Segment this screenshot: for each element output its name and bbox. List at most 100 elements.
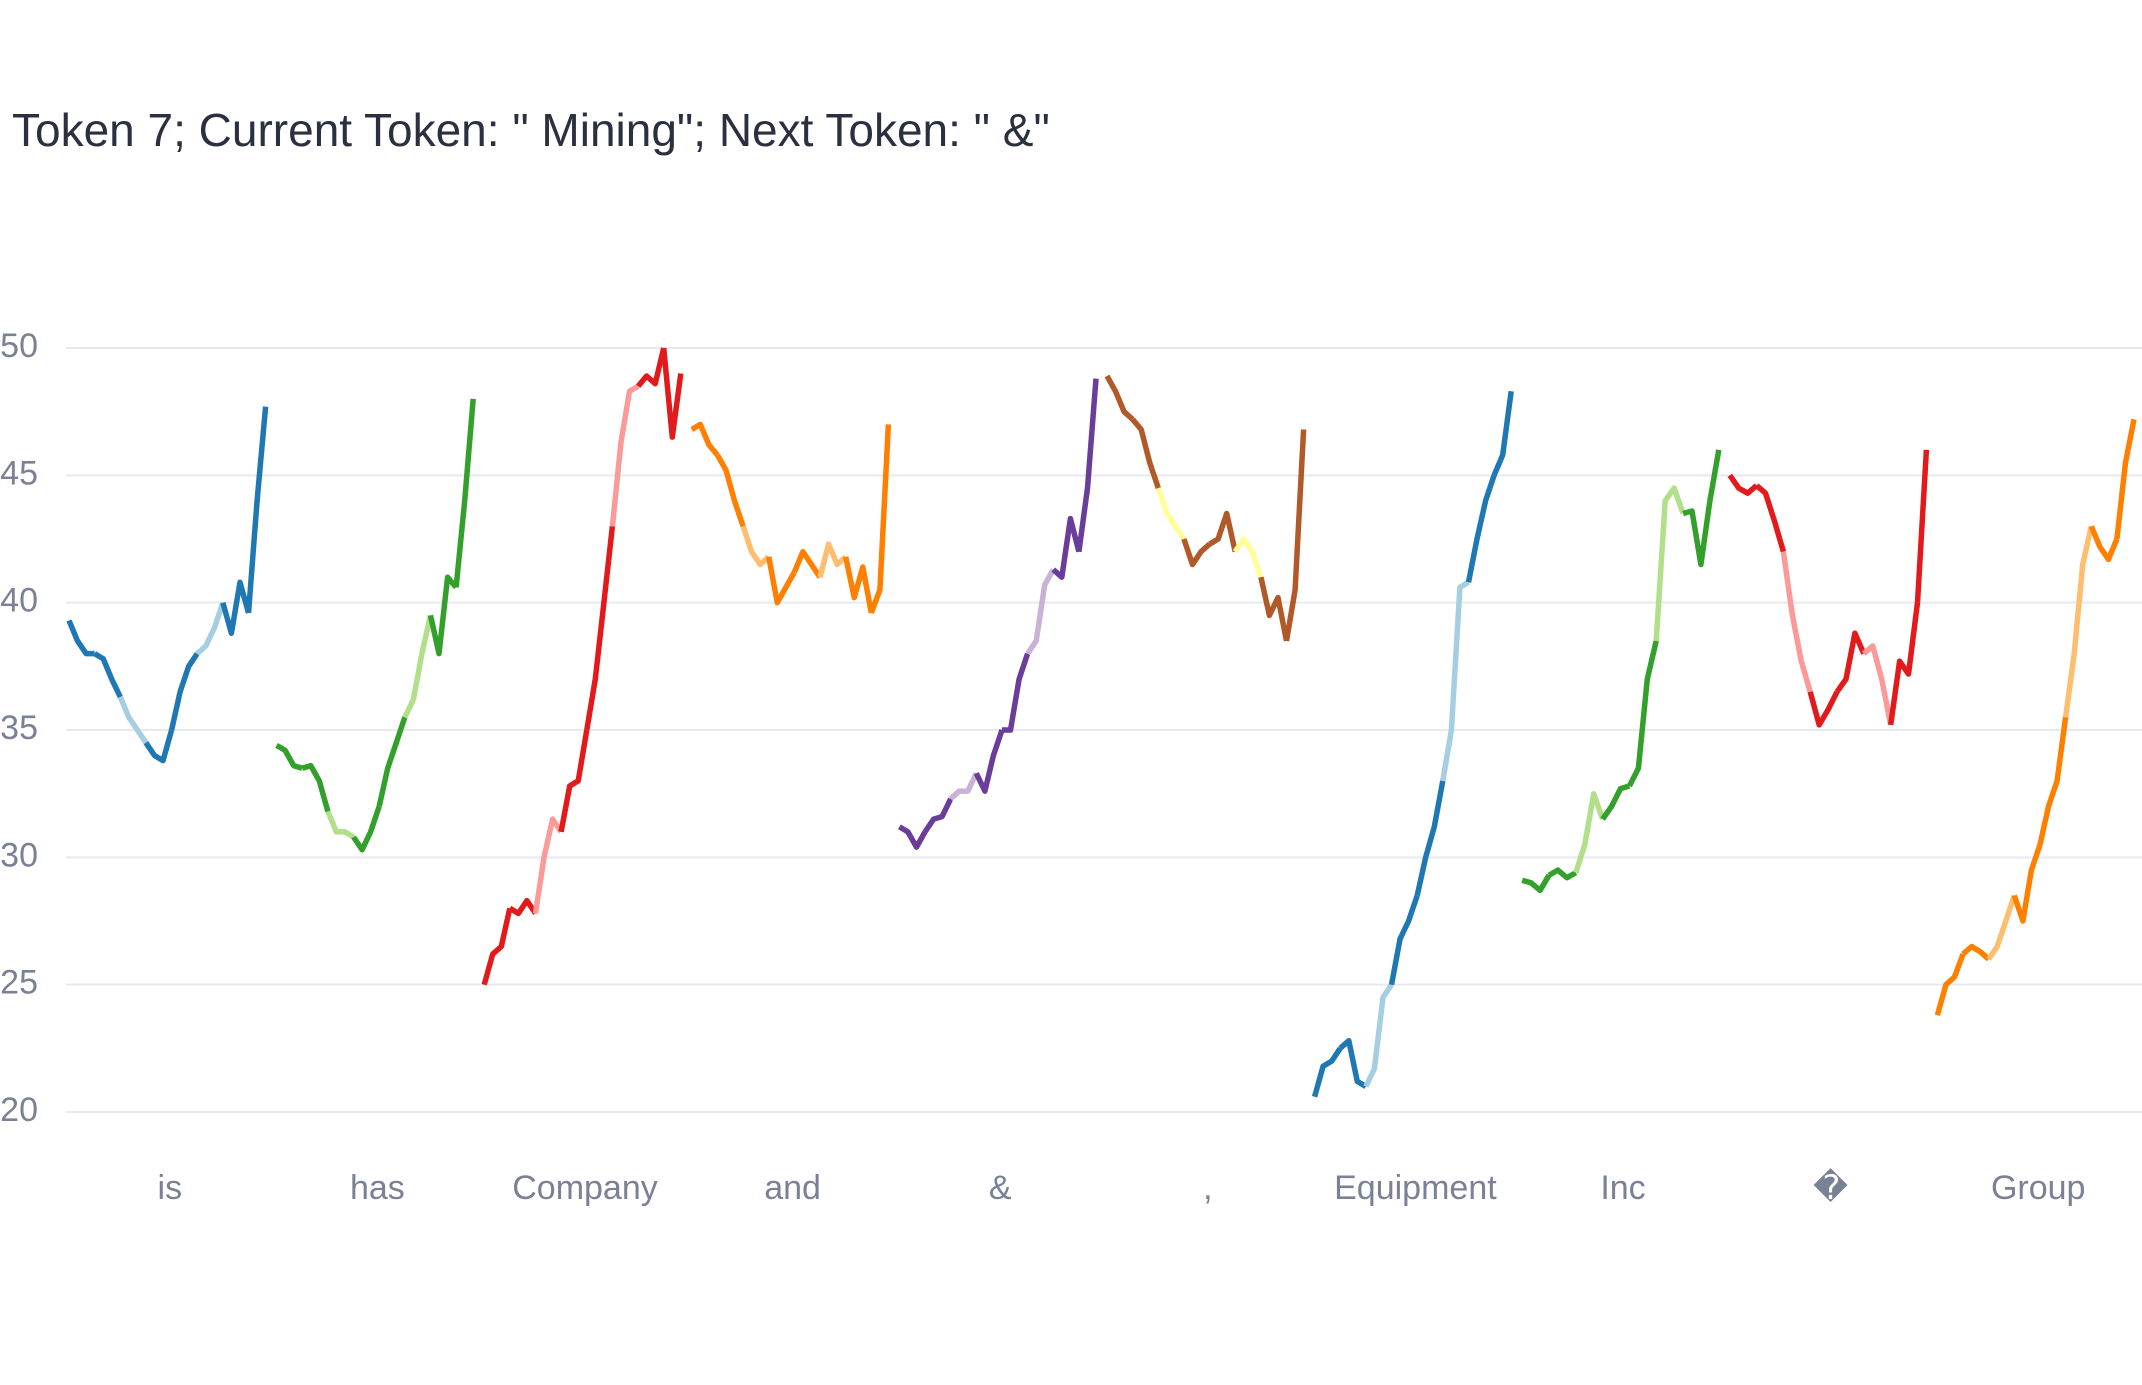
line-segment <box>690 421 720 457</box>
line-segment <box>1727 473 1759 496</box>
line-segment <box>1414 780 1446 897</box>
line-segment <box>427 574 459 657</box>
line-segment <box>2062 525 2094 718</box>
line-segment <box>1653 485 1686 642</box>
line-segment <box>508 897 538 917</box>
line-segment <box>1682 500 1713 568</box>
x-tick-label: � <box>1813 1168 1848 1207</box>
x-tick-label: Group <box>1991 1169 2086 1207</box>
line-segment <box>1440 579 1470 782</box>
line-segment <box>1283 429 1307 642</box>
line-segment <box>609 383 640 527</box>
line-segment <box>2088 525 2120 563</box>
line-segment <box>220 579 252 636</box>
line-segment <box>635 347 667 388</box>
x-tick-label: Inc <box>1600 1169 1645 1207</box>
y-tick-label: 30 <box>0 836 38 874</box>
line-segment <box>2037 716 2069 846</box>
line-segment <box>817 541 848 578</box>
line-segment <box>765 556 797 606</box>
line-segment <box>376 716 408 807</box>
line-segment <box>1155 487 1187 541</box>
line-segment <box>195 601 226 656</box>
line-segment <box>1311 1046 1343 1098</box>
x-tick-label: is <box>158 1169 183 1207</box>
line-segment <box>897 824 928 850</box>
y-tick-label: 40 <box>0 582 38 620</box>
line-segment <box>868 424 892 614</box>
x-tick-label: and <box>764 1169 821 1207</box>
line-segment <box>1914 449 1930 603</box>
line-segment <box>2114 418 2137 540</box>
line-segment <box>1491 390 1514 477</box>
line-segment <box>93 651 123 699</box>
line-segment <box>1887 602 1921 726</box>
line-segment <box>1051 515 1082 580</box>
line-segment <box>1780 551 1813 693</box>
line-segment <box>402 614 434 719</box>
line-segment <box>1547 867 1578 881</box>
line-segment <box>1232 536 1264 579</box>
line-segment <box>791 548 823 579</box>
line-segment <box>1934 953 1966 1016</box>
line-segment <box>584 525 616 731</box>
line-segment <box>1130 417 1161 489</box>
line-segment <box>2011 843 2043 924</box>
line-segment <box>558 729 590 833</box>
line-segment <box>1363 983 1394 1088</box>
x-tick-label: , <box>1203 1169 1212 1207</box>
line-segment <box>1258 576 1290 642</box>
line-segment <box>66 619 95 657</box>
line-segment <box>453 398 476 588</box>
line-segment <box>1807 690 1840 728</box>
line-segment <box>351 805 382 853</box>
y-tick-label: 20 <box>0 1091 38 1129</box>
line-segment <box>973 729 1005 794</box>
y-tick-label: 45 <box>0 454 38 492</box>
line-segment <box>1181 538 1212 568</box>
line-segment <box>275 742 303 771</box>
line-segment <box>532 816 564 914</box>
line-segment <box>1025 568 1056 656</box>
line-segment <box>843 556 875 614</box>
line-segment <box>1076 378 1099 553</box>
x-tick-label: has <box>350 1169 405 1207</box>
line-segment <box>1521 873 1552 894</box>
line-segment <box>245 406 269 614</box>
line-segment <box>1754 483 1787 553</box>
y-tick-label: 25 <box>0 964 38 1002</box>
line-segment <box>143 729 175 764</box>
line-segment <box>715 453 746 528</box>
x-tick-label: & <box>989 1169 1012 1207</box>
line-segment <box>1208 510 1238 553</box>
line-segment <box>1707 449 1722 502</box>
line-segment <box>1626 640 1659 788</box>
x-tick-label: Company <box>512 1169 658 1207</box>
line-segment <box>1338 1037 1368 1089</box>
line-segment <box>948 772 979 801</box>
line-segment <box>1388 894 1420 986</box>
chart-title: Token 7; Current Token: " Mining"; Next … <box>12 104 1050 156</box>
line-segment <box>325 810 355 840</box>
line-segment <box>1465 474 1497 583</box>
x-tick-label: Equipment <box>1334 1169 1497 1207</box>
y-tick-label: 50 <box>0 327 38 365</box>
line-segment <box>117 695 149 745</box>
line-segment <box>1961 943 1991 962</box>
line-segment <box>301 762 331 813</box>
line-segment <box>481 907 513 986</box>
line-segment <box>1986 894 2017 961</box>
line-segment <box>1104 374 1135 422</box>
line-segment <box>1862 643 1894 726</box>
line-segment <box>1834 630 1867 694</box>
line-segment <box>1002 652 1031 733</box>
line-segment <box>660 347 684 440</box>
line-segment <box>740 525 771 568</box>
line-segment <box>1573 790 1606 874</box>
y-tick-label: 35 <box>0 709 38 747</box>
line-segment <box>922 797 954 834</box>
line-segment <box>168 652 200 731</box>
line-segment <box>1600 783 1631 821</box>
